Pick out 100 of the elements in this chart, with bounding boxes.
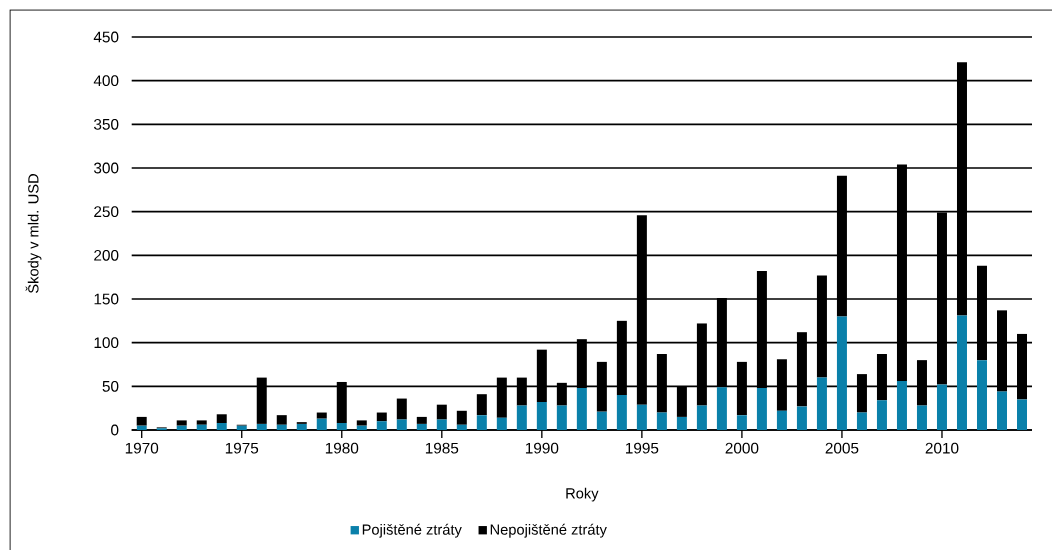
bar	[1017, 399, 1027, 430]
bar	[676, 416, 687, 430]
bar	[736, 415, 747, 430]
bar	[316, 418, 327, 430]
bar	[216, 414, 227, 424]
y-tick-label: 50	[102, 380, 119, 392]
bar	[636, 215, 647, 405]
y-tick-label: 200	[94, 249, 119, 261]
bar	[936, 384, 947, 430]
bar	[176, 425, 187, 430]
bar	[536, 349, 547, 403]
y-tick-label: 450	[93, 31, 119, 43]
x-tick-label: 2010	[925, 442, 959, 454]
bar	[356, 425, 367, 430]
bar	[376, 421, 387, 430]
y-tick-label: 250	[94, 206, 119, 218]
bar	[336, 423, 347, 430]
bar	[396, 419, 407, 430]
bar	[236, 425, 247, 430]
bar	[296, 423, 307, 430]
x-tick-label: 2005	[825, 442, 859, 454]
bar	[776, 359, 787, 411]
bar	[796, 332, 807, 407]
bar	[216, 423, 227, 430]
bar	[1017, 333, 1027, 400]
bar	[136, 425, 147, 430]
bar	[196, 424, 207, 430]
bar	[997, 310, 1007, 392]
bar	[876, 400, 887, 430]
bar	[716, 298, 727, 388]
bar	[476, 394, 487, 416]
bar	[376, 412, 387, 422]
bar	[396, 398, 407, 420]
bar	[576, 388, 587, 430]
bar	[176, 420, 187, 426]
x-tick-label: 1970	[125, 442, 159, 454]
bar	[276, 415, 287, 425]
bar	[836, 316, 847, 430]
bar	[576, 339, 587, 389]
legend-label: Pojištěné ztráty	[362, 523, 462, 538]
bar	[856, 412, 867, 430]
bar	[997, 391, 1007, 430]
bar	[816, 275, 827, 378]
bar	[516, 405, 527, 430]
x-tick-label: 2000	[725, 442, 759, 454]
bar	[516, 377, 527, 406]
x-tick-label: 1985	[425, 442, 459, 454]
bar	[196, 420, 207, 425]
bar	[536, 402, 547, 430]
bar	[976, 265, 987, 361]
bar	[136, 416, 147, 426]
bar	[496, 377, 507, 418]
bar	[776, 410, 787, 430]
bar	[656, 354, 667, 413]
bar	[356, 420, 367, 426]
bar	[596, 361, 607, 412]
bar	[696, 405, 707, 430]
bar	[656, 412, 667, 430]
bar	[416, 416, 427, 424]
bar	[676, 386, 687, 417]
bar	[976, 360, 987, 430]
bar	[836, 175, 847, 317]
bar	[716, 387, 727, 430]
bar	[756, 271, 767, 389]
bar	[256, 377, 267, 424]
bar	[256, 423, 267, 430]
bar	[876, 354, 887, 401]
bar	[616, 395, 627, 430]
bar	[476, 415, 487, 430]
y-tick-label: 150	[94, 293, 119, 305]
x-axis-title: Roky	[566, 487, 599, 502]
legend-label: Nepojištěné ztráty	[490, 523, 607, 538]
bar	[736, 361, 747, 416]
bar	[456, 410, 467, 425]
y-axis-title: Škody v mld. USD	[25, 174, 42, 294]
bar	[916, 360, 927, 406]
bar	[796, 406, 807, 430]
bar	[816, 377, 827, 430]
y-tick-label: 350	[94, 118, 119, 130]
x-tick-label: 1980	[325, 442, 359, 454]
bar	[636, 404, 647, 430]
bar	[596, 411, 607, 430]
bar	[496, 417, 507, 430]
bar	[756, 388, 767, 430]
bar	[616, 320, 627, 396]
bar	[456, 424, 467, 430]
x-tick-label: 1990	[525, 442, 559, 454]
bar	[856, 374, 867, 413]
bar	[896, 381, 907, 430]
bar	[336, 381, 347, 424]
bar	[316, 412, 327, 419]
bar	[436, 404, 447, 420]
x-tick-label: 1975	[225, 442, 259, 454]
y-tick-label: 100	[94, 337, 119, 349]
bar	[936, 212, 947, 385]
y-tick-label: 300	[94, 162, 119, 174]
bar	[896, 164, 907, 382]
bar	[276, 424, 287, 430]
bar	[956, 315, 967, 430]
bar	[916, 405, 927, 430]
